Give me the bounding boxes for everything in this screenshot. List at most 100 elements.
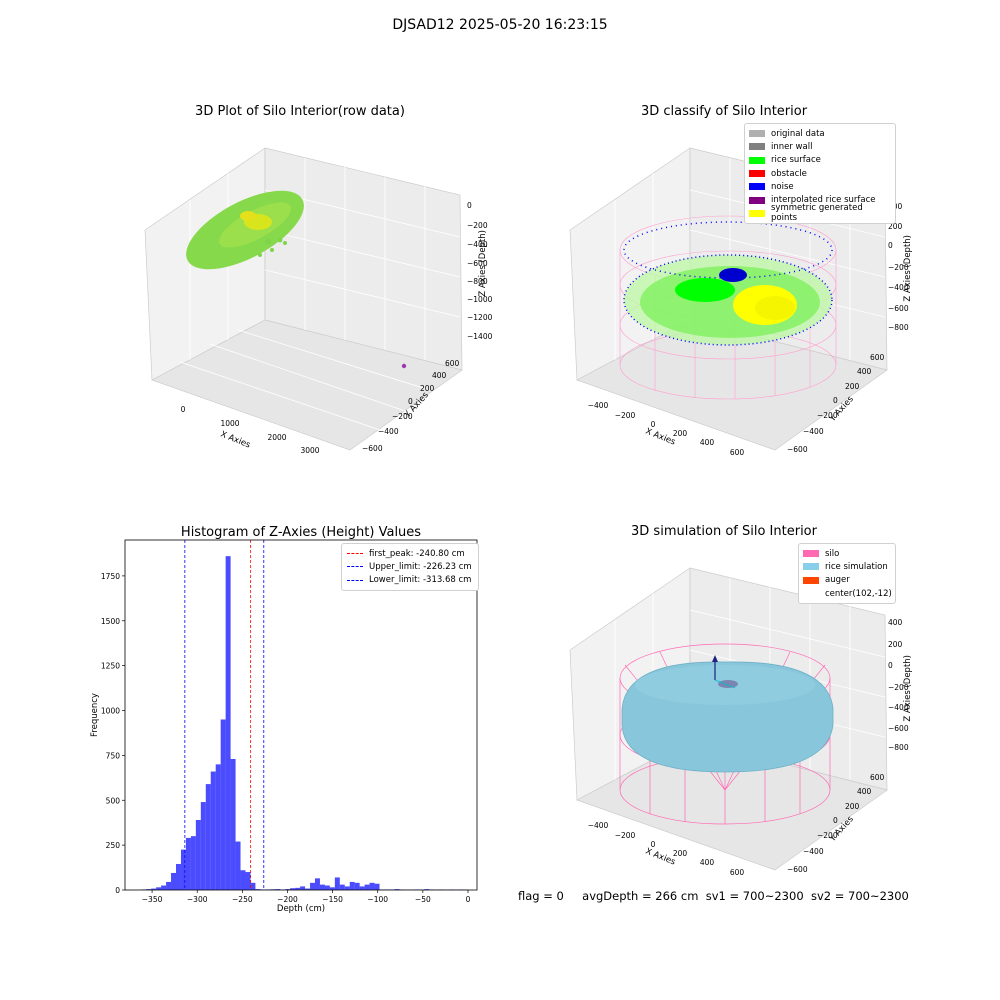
legend-swatch [749,196,765,204]
simulation-xtick: 400 [700,858,715,867]
raw-ztick: −1200 [467,313,493,322]
legend-item: Lower_limit: -313.68 cm [347,574,473,587]
legend-label: rice surface [771,155,821,166]
histogram-bar [245,872,251,890]
histogram-bar [424,889,430,890]
histogram-ytick-label: 1250 [101,662,120,671]
legend-label: obstacle [771,168,807,179]
simulation-rice-surface [621,661,834,773]
histogram-bar [195,820,201,890]
histogram-bar [146,889,152,890]
raw-3d-plot: 0 1000 2000 3000 600 400 200 0 −200 −400… [144,147,493,455]
histogram-bar [175,863,181,890]
histogram-bar [339,884,345,890]
raw-ztick: 0 [467,201,472,210]
histogram-chart: Histogram of Z-Axies (Height) Values −35… [90,525,478,914]
raw-ytick: −400 [378,427,399,436]
classify-ztick: −200 [888,263,909,272]
legend-label: auger [825,575,850,586]
classify-ytick: 600 [870,353,885,362]
simulation-ytick: −600 [787,865,808,874]
histogram-ytick-label: 750 [106,751,121,760]
legend-item: obstacle [749,167,890,180]
histogram-bar [374,883,380,890]
histogram-ytick-label: 250 [106,841,121,850]
raw-xtick: 3000 [300,446,319,455]
classify-ytick: −600 [787,445,808,454]
simulation-ztick: 0 [888,661,893,670]
classify-ytick: 400 [857,367,872,376]
histogram-bar [300,886,306,890]
histogram-xtick-label: −200 [277,895,298,904]
histogram-bar [324,885,330,890]
histogram-legend: first_peak: -240.80 cm Upper_limit: -226… [341,543,479,591]
legend-label: original data [771,128,825,139]
legend-swatch [749,130,765,138]
raw-ytick: −200 [392,412,413,421]
simulation-ztick: 200 [888,640,903,649]
raw-ytick: 0 [408,397,413,406]
raw-plot-title: 3D Plot of Silo Interior(row data) [195,104,405,119]
legend-label: rice simulation [825,561,888,572]
simulation-ztick: −600 [888,724,909,733]
histogram-bar [394,889,400,890]
simulation-auger [712,655,736,689]
simulation-xtick: −400 [588,821,609,830]
legend-item: rice simulation [803,560,890,573]
raw-ztick: −1400 [467,332,493,341]
simulation-legend: silo rice simulation auger center(102,-1… [798,543,896,605]
simulation-xtick: 200 [673,849,688,858]
histogram-ytick-label: 500 [106,796,121,805]
classify-xtick: 200 [673,429,688,438]
classify-ztick: −800 [888,323,909,332]
histogram-bar [310,882,315,890]
histogram-frame [124,539,478,891]
simulation-xtick: 0 [651,840,656,849]
raw-ytick: 600 [445,359,460,368]
legend-item: first_peak: -240.80 cm [347,547,473,560]
simulation-ytick: 600 [870,773,885,782]
simulation-xtick: −200 [615,831,636,840]
raw-xtick: 1000 [220,419,239,428]
histogram-bar [205,784,211,890]
histogram-ylabel: Frequency [90,693,100,737]
raw-ytick: 400 [432,371,447,380]
legend-swatch [749,183,765,191]
classify-xtick: 0 [651,420,656,429]
raw-xlabel: X Axies [219,430,252,451]
status-line: flag = 0 avgDepth = 266 cm sv1 = 700~230… [518,889,909,903]
simulation-ztick: −200 [888,683,909,692]
histogram-bar [215,764,221,890]
histogram-bar [161,885,167,890]
histogram-bar [190,836,196,890]
simulation-ztick: 400 [888,618,903,627]
classify-ztick: −400 [888,283,909,292]
legend-item: center(102,-12) [803,587,892,600]
histogram-xtick-label: 0 [466,895,471,904]
legend-swatch [749,143,765,151]
raw-point-cloud [186,190,407,369]
histogram-xtick-label: −50 [415,895,431,904]
classify-floor-pane [576,319,888,451]
histogram-title: Histogram of Z-Axies (Height) Values [181,525,421,540]
histogram-bar [240,870,246,890]
histogram-bar [151,888,157,890]
histogram-bar [185,837,191,890]
raw-ztick: −1000 [467,295,493,304]
histogram-bar [349,881,355,890]
status-avg-depth: avgDepth = 266 cm [582,889,699,903]
histogram-yticks: 0 250 500 750 1000 1250 1500 1750 [101,572,125,895]
legend-swatch [803,550,819,558]
legend-swatch [347,553,363,555]
raw-xtick: 0 [181,405,186,414]
histogram-bar [305,888,311,890]
simulation-ytick: −200 [817,831,838,840]
legend-swatch [347,566,363,568]
classify-ytick: −200 [817,411,838,420]
histogram-bar [166,881,172,890]
histogram-bar [364,884,370,890]
histogram-bar [210,771,216,890]
legend-item: symmetric generated points [749,203,890,223]
classify-plot-title: 3D classify of Silo Interior [640,104,808,119]
histogram-xticks: −350 −300 −250 −200 −150 −100 −50 0 [142,890,471,904]
